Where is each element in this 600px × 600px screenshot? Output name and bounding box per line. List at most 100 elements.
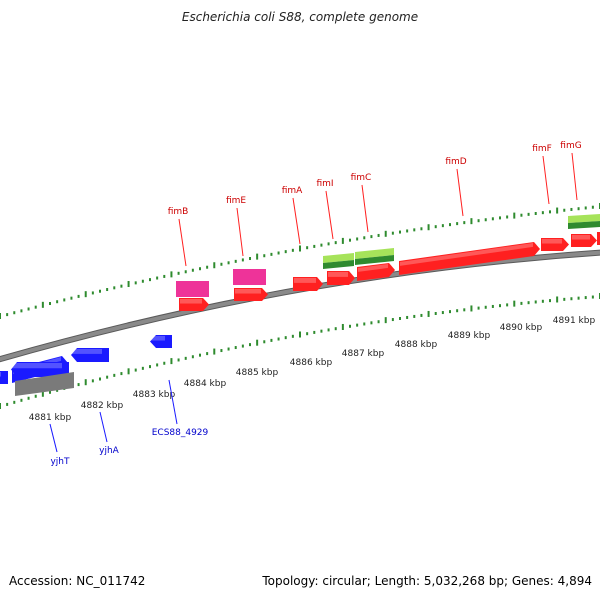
backbone-line: [0, 250, 600, 362]
gene-label-fimD: fimD: [445, 157, 466, 167]
leader-line-fimD: [456, 168, 464, 217]
gene-block-fimA: [293, 277, 323, 291]
inner-tick-major: [299, 331, 301, 338]
gene-label-fimE: fimE: [226, 196, 246, 206]
scale-tick-label: 4882 kbp: [81, 401, 124, 411]
outer-tick-major: [470, 218, 473, 225]
inner-tick-major: [341, 323, 344, 330]
gene-block-fimC: [357, 263, 395, 281]
gene-block-fimE: [234, 288, 268, 301]
outer-tick-minor: [27, 307, 30, 311]
genome-summary: Topology: circular; Length: 5,032,268 bp…: [262, 574, 592, 588]
gene-block-fimD-highlight: [400, 243, 533, 266]
genome-backbone: [0, 249, 600, 363]
gene-block-yjhA-highlight: [72, 349, 102, 354]
feature-green-1-bottom: [323, 260, 354, 269]
gene-label-yjhT: yjhT: [50, 457, 70, 467]
outer-tick-minor: [91, 291, 94, 295]
inner-tick-major: [213, 348, 216, 355]
outer-tick-minor: [406, 229, 409, 233]
gene-labels: fimB fimE fimA fimI fimC fimD fimF fimG yjhT yjhA…: [49, 141, 582, 467]
gene-block-fimG-highlight: [572, 235, 590, 240]
outer-tick-minor: [99, 289, 101, 293]
feature-tracks: [0, 214, 600, 396]
scale-tick-label: 4883 kbp: [133, 390, 176, 400]
leader-line-fimI: [325, 190, 334, 240]
feature-green-3-bottom: [568, 221, 600, 229]
outer-tick-major: [170, 271, 173, 278]
feature-green-2-bottom: [355, 255, 394, 265]
inner-tick-minor: [520, 301, 523, 305]
gene-block-fimC-body: [357, 263, 395, 281]
inner-tick-minor: [113, 373, 116, 377]
outer-tick-minor: [477, 219, 480, 223]
gene-block-ECS88_4929-highlight: [151, 336, 165, 341]
outer-tick-minor: [20, 309, 23, 313]
outer-tick-minor: [249, 257, 251, 261]
gene-block-pseudo: [15, 372, 74, 396]
gene-block-fimI-body: [327, 271, 355, 285]
outer-tick-major: [41, 301, 44, 308]
inner-tick-minor: [277, 337, 280, 341]
outer-tick-major: [213, 262, 216, 269]
inner-tick-minor: [134, 368, 137, 372]
outer-tick-minor: [234, 259, 237, 263]
feature-magenta-1: [176, 281, 209, 297]
outer-tick-major: [513, 212, 516, 219]
inner-tick-minor: [313, 330, 316, 334]
outer-tick-major: [427, 224, 430, 231]
inner-tick-minor: [291, 334, 294, 338]
scale-tick-label: 4889 kbp: [448, 331, 491, 341]
inner-tick-minor: [449, 310, 451, 314]
outer-tick-minor: [420, 227, 423, 231]
outer-tick-minor: [499, 216, 501, 220]
inner-tick-minor: [156, 363, 159, 367]
inner-tick-major: [170, 358, 173, 365]
outer-tick-minor: [134, 281, 137, 285]
inner-tick-minor: [456, 309, 459, 313]
scale-tick-label: 4881 kbp: [29, 413, 72, 423]
inner-tick-minor: [570, 297, 573, 301]
outer-tick-minor: [263, 254, 266, 258]
inner-tick-major: [427, 310, 430, 317]
inner-tick-minor: [270, 338, 273, 342]
inner-tick-minor: [434, 311, 437, 315]
leader-line-fimG: [571, 152, 578, 201]
gene-label-fimF: fimF: [532, 144, 552, 154]
gene-label-fimB: fimB: [168, 207, 189, 217]
gene-block-fimF-body: [541, 238, 569, 251]
leader-line-fimF: [542, 155, 550, 205]
outer-tick-major: [127, 281, 130, 288]
outer-tick-minor: [184, 270, 187, 274]
inner-tick-minor: [120, 372, 123, 376]
outer-tick-minor: [391, 231, 394, 235]
outer-tick-major: [556, 207, 559, 214]
leader-line-ECS88_4929: [168, 379, 178, 425]
inner-tick-minor: [249, 343, 251, 347]
outer-tick-minor: [434, 225, 437, 229]
inner-tick-minor: [284, 336, 287, 340]
gene-label-yjhA: yjhA: [99, 446, 120, 456]
outer-tick-minor: [570, 207, 573, 211]
gene-block-reverse-edge-highlight: [0, 372, 1, 377]
inner-tick-major: [41, 390, 44, 397]
outer-tick-minor: [463, 221, 466, 225]
scale-labels: 4881 kbp 4882 kbp 4883 kbp 4884 kbp 4885 kbp…: [29, 316, 596, 423]
outer-tick-minor: [106, 288, 109, 292]
outer-tick-minor: [541, 211, 544, 215]
gene-block-fimF: [541, 238, 569, 251]
outer-tick-major: [341, 237, 344, 244]
outer-tick-minor: [191, 268, 194, 272]
inner-tick-minor: [420, 313, 423, 317]
gene-block-edge: [597, 232, 600, 245]
inner-tick-minor: [149, 365, 151, 369]
outer-tick-minor: [220, 262, 223, 266]
inner-tick-minor: [356, 323, 359, 327]
outer-tick-minor: [206, 265, 209, 269]
inner-tick-minor: [406, 315, 409, 319]
inner-tick-minor: [27, 396, 30, 400]
feature-green-3-top: [568, 214, 600, 223]
gene-block-fimE-highlight: [235, 289, 261, 294]
outer-tick-minor: [584, 206, 587, 210]
inner-tick-minor: [99, 377, 101, 381]
